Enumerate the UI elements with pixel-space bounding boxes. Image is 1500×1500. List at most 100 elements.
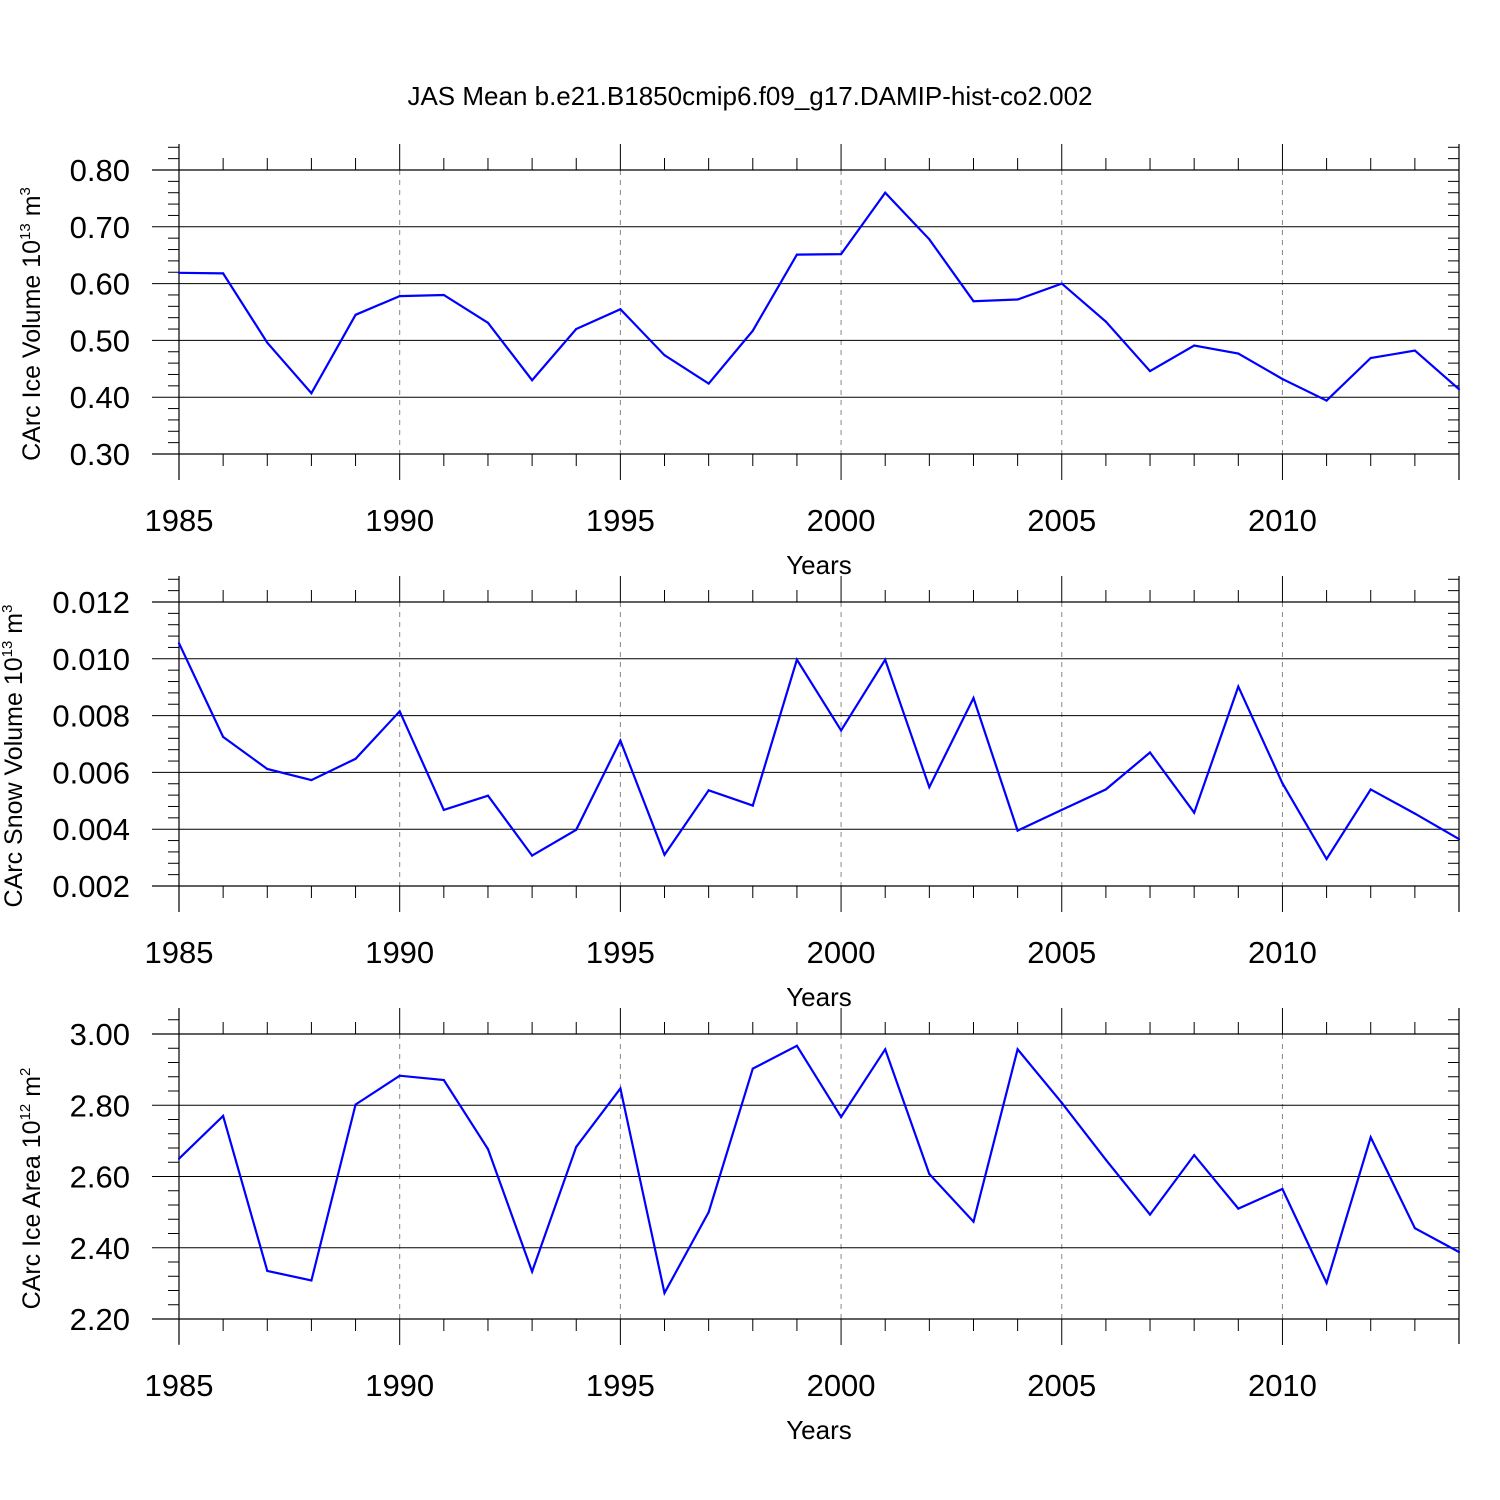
data-point [928,786,931,789]
data-point [222,1114,225,1118]
data-point [1237,1207,1240,1210]
series-line [178,1044,1460,1297]
data-point [222,272,225,275]
data-point [442,1078,445,1082]
y-tick-label: 0.80 [70,153,130,188]
data-point [1413,349,1416,352]
data-point [1325,857,1328,861]
panel-ice-area: 2.20 2.40 2.60 2.80 3.00 1985 1990 1995 2000 2005… [17,1008,1461,1445]
y-tick-label: 0.40 [70,380,130,415]
data-point [619,739,622,742]
data-point [1369,788,1372,791]
data-point [1457,1250,1461,1254]
data-point [928,1172,931,1176]
data-point [398,1074,401,1077]
x-tick-label: 1995 [586,935,655,970]
data-point [972,1220,975,1223]
data-point [1325,1281,1328,1285]
x-tick-label: 2010 [1248,1368,1317,1403]
data-point [1104,1158,1107,1161]
y-axis-label: CArc Ice Area 1012 m2 [17,1068,46,1310]
data-point [663,1291,666,1295]
data-point [1325,399,1328,402]
x-tick-label: 1985 [145,1368,214,1403]
data-point [531,1270,534,1273]
data-point [1060,808,1063,811]
data-point [266,1269,269,1273]
data-point [1413,812,1416,815]
x-tick-label: 2005 [1027,935,1096,970]
panel-ice-volume: 0.30 0.40 0.50 0.60 0.70 0.80 1985 1990 1995 2000… [17,144,1461,580]
data-point [354,757,357,760]
data-point [354,1103,357,1106]
x-tick-label: 2000 [807,503,876,538]
data-point [442,293,445,297]
data-point [884,1048,887,1051]
x-axis-label: Years [786,550,852,580]
data-point [1104,320,1107,323]
y-tick-label: 2.80 [70,1088,130,1123]
data-point [1193,344,1196,347]
data-point [1148,369,1152,373]
data-point [663,354,666,357]
x-tick-label: 2000 [807,935,876,970]
y-tick-label: 2.40 [70,1231,130,1266]
y-tick-label: 0.006 [52,755,130,790]
data-point [486,321,490,324]
x-tick-label: 2005 [1027,503,1096,538]
x-tick-label: 2010 [1248,935,1317,970]
x-tick-label: 1990 [365,935,434,970]
series-line [178,190,1460,402]
data-point [266,341,269,344]
x-tick-label: 1985 [145,935,214,970]
data-point [486,794,490,797]
data-point [839,729,843,732]
data-point [663,853,666,856]
data-point [310,778,313,782]
data-point [707,382,710,385]
x-tick-label: 1990 [365,1368,434,1403]
data-point [619,1087,622,1090]
data-point [884,658,887,661]
data-point [1060,1101,1063,1104]
data-point [972,300,975,303]
data-point [839,1115,843,1119]
data-point [1016,1048,1019,1051]
data-point [1369,356,1372,360]
y-tick-label: 0.30 [70,437,130,472]
y-tick-label: 2.20 [70,1302,130,1337]
data-point [1193,1154,1196,1157]
data-point [795,658,799,661]
data-point [751,1067,754,1070]
data-point [222,735,225,739]
data-point [1016,298,1019,301]
y-tick-label: 2.60 [70,1160,130,1195]
chart-title: JAS Mean b.e21.B1850cmip6.f09_g17.DAMIP-… [407,81,1092,111]
data-point [1237,352,1240,355]
x-tick-label: 2005 [1027,1368,1096,1403]
data-point [1457,838,1461,841]
data-point [531,854,534,857]
data-point [266,767,269,771]
y-tick-label: 0.004 [52,812,130,847]
data-point [177,1157,181,1160]
data-point [1281,377,1284,381]
data-point [839,252,843,256]
x-tick-label: 2000 [807,1368,876,1403]
data-point [486,1147,490,1151]
data-point [1237,685,1240,688]
y-axis-label: CArc Ice Volume 1013 m3 [17,187,46,461]
x-axis-label: Years [786,1415,852,1445]
data-point [1369,1136,1372,1139]
data-point [398,294,401,298]
data-point [575,828,578,831]
data-point [1193,811,1196,814]
data-point [795,1044,799,1047]
data-point [531,379,534,382]
y-tick-label: 0.012 [52,585,130,620]
x-tick-label: 1985 [145,503,214,538]
x-tick-label: 2010 [1248,503,1317,538]
data-point [575,327,578,331]
y-tick-label: 0.60 [70,267,130,302]
data-point [1148,1213,1152,1216]
